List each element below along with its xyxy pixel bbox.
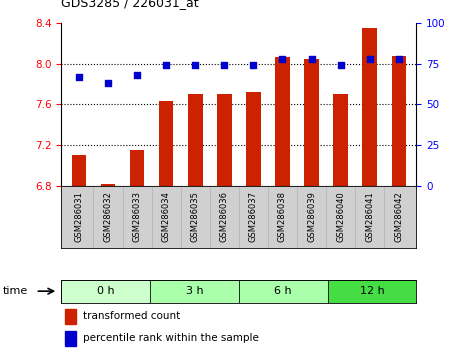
Point (279, 56, 286, 62)
Bar (333, 94, 348, 186)
Text: 3 h: 3 h (186, 286, 203, 296)
Point (395, 56, 403, 62)
Point (366, 56, 374, 62)
Text: GSM286034: GSM286034 (162, 191, 171, 242)
Bar (188, 94, 202, 186)
Bar (246, 92, 261, 186)
Text: GSM286038: GSM286038 (278, 191, 287, 242)
Point (308, 56, 315, 62)
Text: GSM286033: GSM286033 (132, 191, 141, 242)
Text: GSM286039: GSM286039 (307, 191, 316, 242)
Bar (72, 155, 86, 186)
Text: 0 h: 0 h (97, 286, 114, 296)
Bar (65, 309, 76, 324)
Point (337, 63, 344, 68)
Bar (150, 280, 239, 303)
Text: GDS3285 / 226031_at: GDS3285 / 226031_at (61, 0, 199, 9)
Text: GSM286036: GSM286036 (220, 191, 229, 242)
Bar (130, 150, 144, 186)
Bar (327, 280, 416, 303)
Point (162, 63, 170, 68)
Bar (275, 57, 290, 186)
Text: GSM286031: GSM286031 (74, 191, 83, 242)
Point (220, 63, 228, 68)
Text: GSM286041: GSM286041 (365, 191, 374, 241)
Text: GSM286042: GSM286042 (394, 191, 403, 241)
Point (75, 74, 83, 80)
Bar (392, 56, 406, 186)
Bar (159, 101, 174, 186)
Text: GSM286035: GSM286035 (191, 191, 200, 242)
Point (192, 63, 199, 68)
Bar (217, 94, 232, 186)
Text: 6 h: 6 h (274, 286, 292, 296)
Bar (304, 59, 319, 186)
Point (133, 72, 141, 78)
Text: percentile rank within the sample: percentile rank within the sample (83, 333, 259, 343)
Text: GSM286037: GSM286037 (249, 191, 258, 242)
Bar (239, 280, 327, 303)
Point (104, 80, 112, 86)
Text: time: time (2, 286, 27, 296)
Bar (61, 280, 150, 303)
Bar (362, 28, 377, 186)
Bar (65, 331, 76, 346)
Bar (101, 184, 115, 186)
Text: 12 h: 12 h (359, 286, 384, 296)
Point (250, 63, 257, 68)
Text: GSM286032: GSM286032 (104, 191, 113, 242)
Text: GSM286040: GSM286040 (336, 191, 345, 241)
Text: transformed count: transformed count (83, 312, 180, 321)
